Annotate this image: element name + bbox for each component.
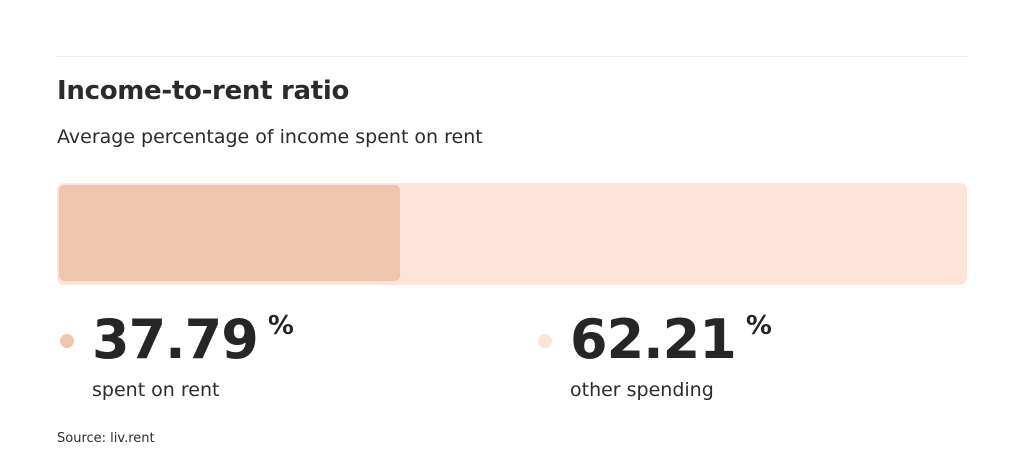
- other-label: other spending: [570, 379, 714, 401]
- rent-bar-segment: [59, 185, 400, 281]
- other-unit: %: [745, 311, 772, 341]
- chart-subtitle: Average percentage of income spent on re…: [57, 126, 483, 148]
- other-value-row: 62.21%: [570, 305, 772, 375]
- rent-legend-dot: [60, 334, 74, 348]
- top-divider: [57, 56, 967, 57]
- chart-title: Income-to-rent ratio: [57, 76, 350, 106]
- ratio-bar-track: [57, 183, 967, 285]
- rent-value-row: 37.79%: [92, 305, 294, 375]
- other-value: 62.21: [570, 308, 737, 371]
- rent-unit: %: [267, 311, 294, 341]
- rent-label: spent on rent: [92, 379, 220, 401]
- source-note: Source: liv.rent: [57, 431, 155, 446]
- other-legend-dot: [538, 334, 552, 348]
- rent-value: 37.79: [92, 308, 259, 371]
